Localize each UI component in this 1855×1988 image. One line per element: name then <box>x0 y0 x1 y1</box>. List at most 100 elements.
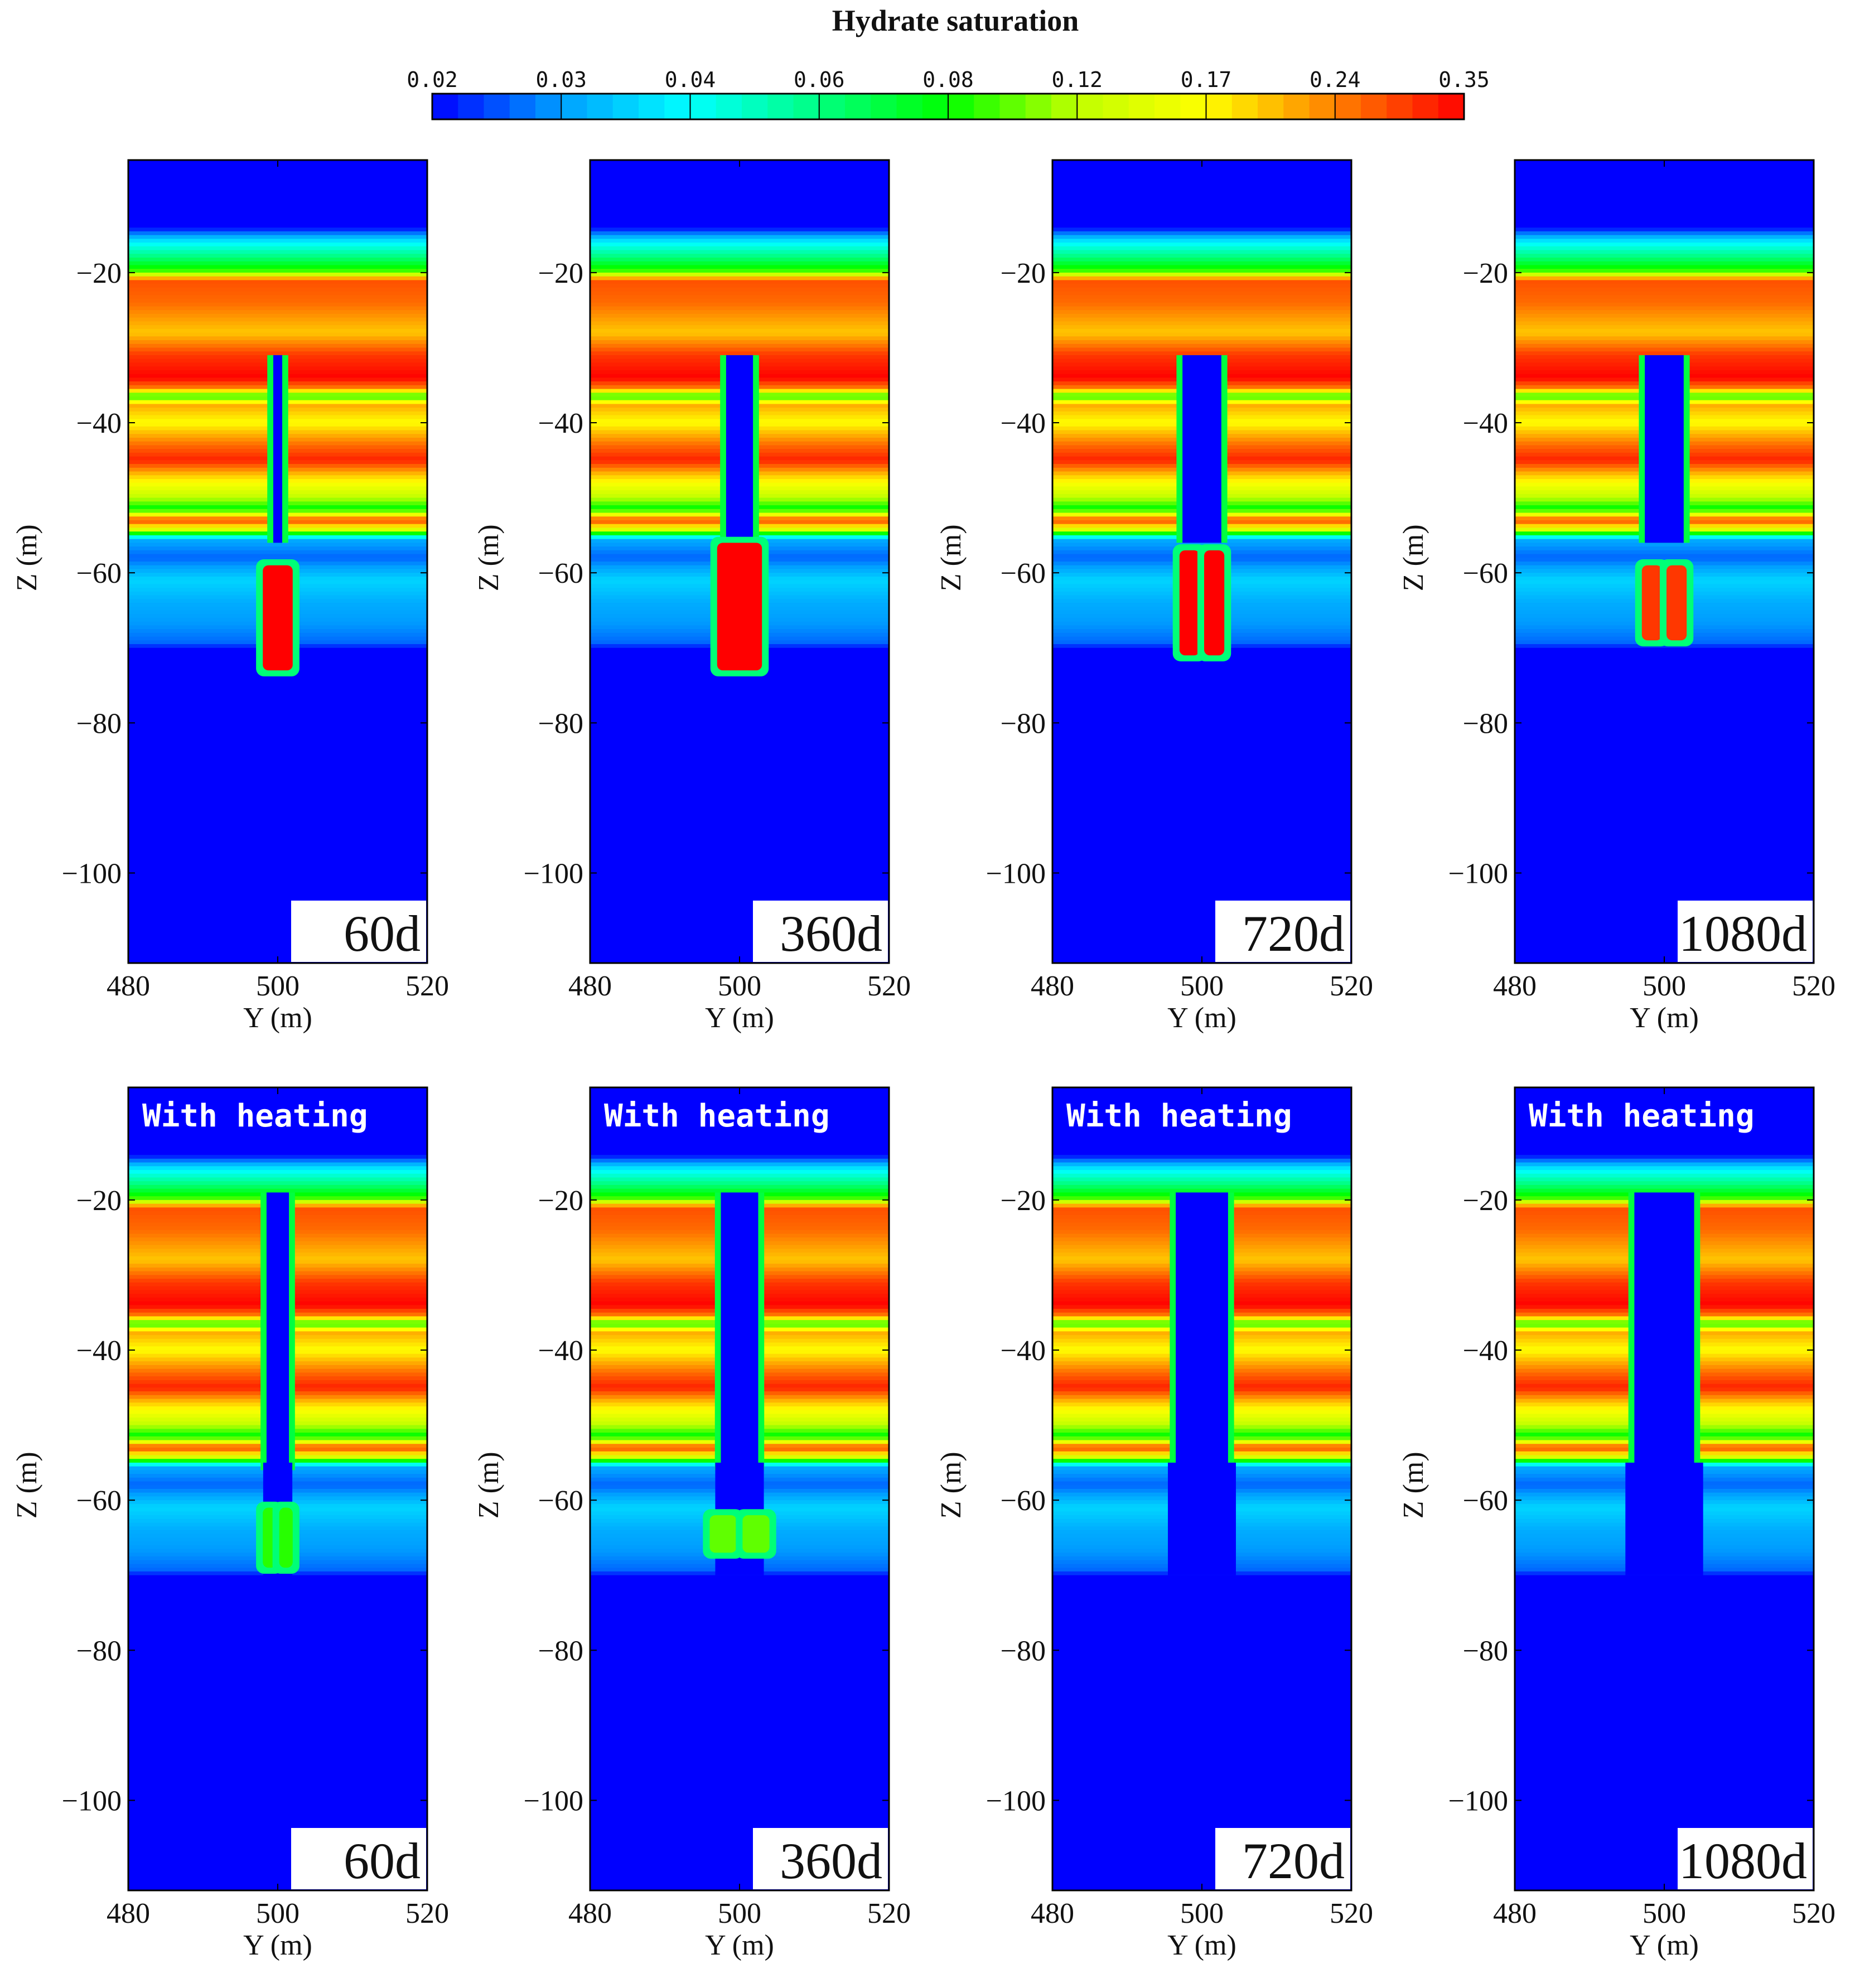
saturation-band <box>1052 1601 1351 1606</box>
saturation-band <box>1515 899 1814 904</box>
saturation-band <box>590 298 889 303</box>
saturation-band <box>590 178 889 183</box>
saturation-band <box>590 1170 889 1174</box>
saturation-band <box>128 190 427 195</box>
saturation-band <box>1515 820 1814 825</box>
saturation-band <box>590 347 889 352</box>
saturation-band <box>1515 678 1814 683</box>
saturation-band <box>1052 704 1351 709</box>
saturation-band <box>128 550 427 555</box>
saturation-band <box>590 948 889 952</box>
y-tick-label: −100 <box>524 1786 583 1817</box>
saturation-band <box>590 1759 889 1764</box>
saturation-band <box>128 1706 427 1711</box>
saturation-band <box>128 1740 427 1745</box>
saturation-band <box>128 753 427 757</box>
saturation-band <box>1052 250 1351 255</box>
saturation-band <box>128 783 427 787</box>
y-tick-label: −40 <box>1001 408 1046 439</box>
colorbar-tick-label: 0.17 <box>1181 67 1232 92</box>
saturation-band <box>590 1834 889 1839</box>
saturation-band <box>128 205 427 210</box>
saturation-band <box>1052 1755 1351 1760</box>
saturation-band <box>128 254 427 258</box>
saturation-band <box>1052 1654 1351 1658</box>
saturation-band <box>1052 685 1351 690</box>
saturation-band <box>1052 816 1351 821</box>
saturation-band <box>590 689 889 694</box>
saturation-band <box>1515 1672 1814 1677</box>
colorbar-segment <box>1180 94 1207 119</box>
saturation-band <box>1052 243 1351 247</box>
saturation-band <box>1052 749 1351 754</box>
x-axis-label: Y (m) <box>705 1002 774 1034</box>
saturation-band <box>590 1162 889 1167</box>
saturation-band <box>128 1102 427 1107</box>
x-tick-label: 480 <box>107 1898 150 1929</box>
saturation-band <box>590 1830 889 1835</box>
saturation-band <box>1052 291 1351 296</box>
saturation-band <box>1052 254 1351 258</box>
saturation-band <box>1515 1687 1814 1692</box>
saturation-band <box>128 228 427 232</box>
saturation-band <box>1515 914 1814 919</box>
saturation-band <box>128 1714 427 1719</box>
saturation-band <box>590 1856 889 1861</box>
saturation-band <box>590 1879 889 1884</box>
saturation-band <box>128 1841 427 1846</box>
y-tick-label: −60 <box>1001 1485 1046 1517</box>
saturation-band <box>1515 681 1814 686</box>
colorbar-segment <box>664 94 691 119</box>
saturation-band <box>590 209 889 214</box>
saturation-band <box>1052 1830 1351 1835</box>
saturation-band <box>590 235 889 240</box>
saturation-band <box>1052 313 1351 318</box>
saturation-band <box>590 1868 889 1873</box>
saturation-band <box>1515 167 1814 172</box>
y-tick-label: −20 <box>1001 258 1046 289</box>
saturation-band <box>1052 1594 1351 1599</box>
saturation-band <box>1515 869 1814 874</box>
saturation-band <box>1515 816 1814 821</box>
saturation-band <box>1052 756 1351 761</box>
saturation-band <box>1052 944 1351 949</box>
saturation-band <box>1515 1147 1814 1152</box>
saturation-band <box>1515 254 1814 258</box>
saturation-band <box>1052 712 1351 716</box>
saturation-band <box>1515 1158 1814 1163</box>
saturation-band <box>1515 745 1814 750</box>
saturation-band <box>590 877 889 881</box>
saturation-band <box>1052 884 1351 889</box>
saturation-band <box>590 734 889 739</box>
y-tick-label: −60 <box>76 558 122 589</box>
saturation-band <box>1515 543 1814 548</box>
saturation-band <box>1515 250 1814 255</box>
saturation-band <box>590 344 889 349</box>
saturation-band <box>1515 1748 1814 1753</box>
saturation-band <box>128 820 427 825</box>
saturation-band <box>1052 1668 1351 1673</box>
saturation-band <box>1515 351 1814 356</box>
colorbar-segment <box>690 94 717 119</box>
saturation-band <box>1052 835 1351 840</box>
saturation-band <box>590 1676 889 1681</box>
saturation-band <box>1515 1639 1814 1643</box>
saturation-band <box>128 1155 427 1159</box>
saturation-band <box>590 194 889 199</box>
saturation-band <box>590 313 889 318</box>
saturation-band <box>590 1609 889 1614</box>
saturation-band <box>128 257 427 262</box>
saturation-band <box>128 1166 427 1171</box>
saturation-band <box>1052 1173 1351 1178</box>
saturation-band <box>590 723 889 728</box>
saturation-band <box>128 899 427 904</box>
saturation-band <box>590 768 889 772</box>
saturation-band <box>590 903 889 908</box>
saturation-band <box>1515 1781 1814 1786</box>
saturation-band <box>128 272 427 277</box>
saturation-band <box>1515 700 1814 705</box>
saturation-band <box>590 1819 889 1823</box>
saturation-band <box>1052 1575 1351 1580</box>
saturation-band <box>128 877 427 881</box>
saturation-band <box>128 1759 427 1764</box>
